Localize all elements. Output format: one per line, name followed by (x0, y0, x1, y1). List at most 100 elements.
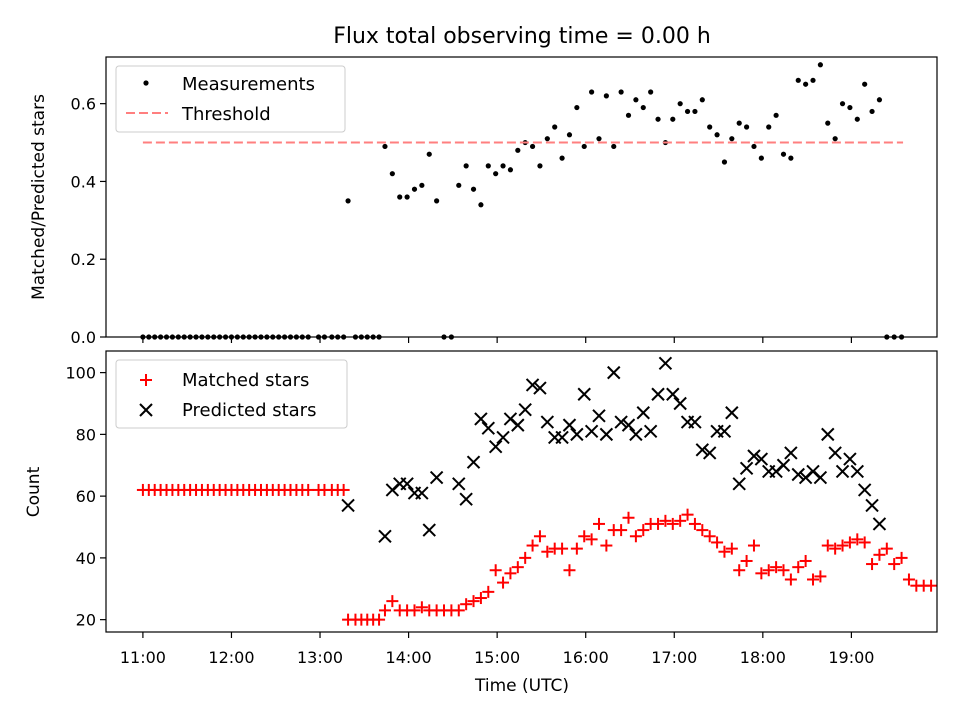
predicted-star-point (577, 387, 591, 401)
measurement-point (766, 124, 772, 130)
predicted-star-point (776, 458, 791, 472)
matched-star-point (652, 517, 665, 530)
matched-star-point (373, 613, 386, 626)
matched-star-point (511, 561, 524, 574)
matched-star-point (378, 604, 391, 617)
measurement-point (537, 163, 543, 169)
measurement-point (411, 186, 418, 192)
predicted-star-point (562, 418, 577, 432)
matched-star-point (925, 579, 938, 592)
predicted-star-point (378, 529, 392, 543)
measurement-point (470, 186, 477, 192)
predicted-star-point (592, 409, 606, 423)
measurement-point (529, 143, 536, 150)
bottom-x-tick-label: 11:00 (120, 648, 166, 667)
predicted-star-point (400, 477, 414, 491)
measurement-point (655, 116, 661, 122)
measurement-point (699, 97, 705, 103)
measurement-point (648, 89, 654, 95)
predicted-star-point (865, 498, 879, 513)
matched-star-point (533, 530, 546, 543)
measurement-point (434, 198, 440, 204)
measurement-point (463, 163, 469, 169)
matched-star-point (666, 517, 679, 530)
matched-star-point (807, 573, 820, 586)
predicted-star-point (821, 427, 835, 442)
matched-star-point (858, 536, 871, 549)
bottom-y-ticks: 20 40 60 80 100 (65, 364, 106, 630)
star-count-points (136, 356, 938, 626)
matched-star-point (799, 554, 812, 567)
measurement-point (692, 108, 698, 115)
predicted-star-point (488, 440, 503, 454)
bottom-y-tick-label: 20 (76, 611, 96, 630)
predicted-star-point (813, 470, 828, 485)
predicted-star-point (725, 406, 739, 420)
predicted-star-point (599, 427, 614, 442)
measurement-point (721, 159, 728, 165)
matched-star-point (489, 564, 502, 577)
predicted-star-point (651, 387, 665, 401)
matched-star-point (585, 533, 598, 546)
matched-star-point (866, 558, 879, 571)
bottom-y-tick-label: 80 (76, 425, 96, 444)
bottom-legend: Matched stars Predicted stars (115, 359, 348, 429)
predicted-star-point (496, 430, 510, 445)
matched-star-point (659, 514, 672, 527)
measurement-point (780, 151, 787, 157)
measurement-points (140, 62, 905, 340)
matched-star-point (570, 542, 583, 555)
measurement-point (493, 171, 499, 177)
matched-star-point (696, 524, 709, 537)
measurement-point (456, 182, 462, 188)
matched-star-point (563, 564, 576, 577)
matched-star-point (770, 561, 783, 574)
bottom-x-tick-label: 16:00 (563, 648, 609, 667)
matched-star-point (541, 545, 554, 558)
measurement-point (743, 124, 750, 130)
matched-star-point (592, 517, 605, 530)
measurement-point (817, 62, 823, 68)
top-panel: 0.0 0.2 0.4 0.6 Matched/Predicted stars Mea… (29, 56, 938, 347)
matched-star-point (302, 483, 315, 496)
predicted-star-point (717, 424, 732, 438)
predicted-star-point (584, 424, 599, 438)
measurement-point (404, 194, 410, 200)
matched-star-point (784, 573, 797, 586)
measurement-point (382, 143, 388, 150)
measurement-point (736, 120, 742, 126)
bottom-x-ticks: 11:00 12:00 13:00 14:00 15:00 16:00 17:00 18:00… (120, 632, 874, 667)
predicted-star-point (607, 365, 621, 380)
measurement-point (832, 136, 838, 142)
bottom-panel: 20 40 60 80 100 11:00 12:00 13:00 14:00 15:00 16:… (24, 350, 938, 696)
matched-star-point (600, 539, 613, 552)
measurement-point (507, 167, 514, 173)
matched-star-point (615, 524, 628, 537)
matched-star-point (622, 511, 635, 524)
predicted-star-point (452, 477, 466, 491)
top-x-ticks (142, 337, 852, 343)
predicted-star-point (621, 418, 636, 432)
matched-star-point (873, 548, 886, 561)
top-y-tick-label: 0.6 (71, 95, 96, 114)
predicted-star-point (754, 452, 769, 466)
legend-threshold: Threshold (181, 104, 271, 125)
predicted-star-point (688, 415, 702, 429)
matched-star-point (681, 508, 694, 521)
predicted-star-point (673, 396, 687, 411)
matched-star-point (467, 595, 480, 608)
matched-star-point (836, 539, 849, 552)
matched-star-point (519, 551, 532, 564)
measurement-point (751, 143, 757, 150)
measurement-point (478, 202, 484, 208)
predicted-star-point (872, 517, 887, 531)
predicted-star-point (643, 424, 658, 438)
measurement-point (670, 116, 676, 122)
chart-title: Flux total observing time = 0.00 h (333, 24, 711, 49)
measurement-point (876, 97, 883, 103)
measurement-point (677, 101, 683, 107)
matched-star-point (733, 564, 746, 577)
matched-star-point (829, 542, 842, 555)
predicted-star-point (540, 415, 555, 429)
predicted-star-point (658, 356, 673, 371)
